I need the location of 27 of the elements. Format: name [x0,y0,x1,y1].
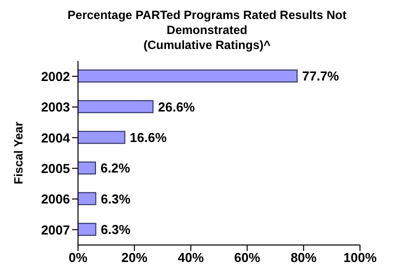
data-label: 6.3% [100,191,131,206]
x-tick-label: 0% [68,250,88,266]
data-label: 26.6% [158,99,196,114]
x-tick-label: 60% [234,250,261,266]
bar [78,100,154,114]
y-tick-label: 2005 [41,160,70,176]
data-label: 6.2% [100,160,131,176]
x-tick-label: 80% [290,250,318,266]
y-tick-label: 2006 [41,192,70,207]
y-axis-title: Fiscal Year [11,121,26,184]
x-tick-label: 100% [343,250,378,266]
bar [78,192,96,206]
x-tick-label: 20% [121,250,148,266]
chart-title: Percentage PARTed Programs Rated Results Not Demonstrated [66,8,348,38]
y-tick-label: 2002 [41,68,70,84]
y-tick-label: 2007 [41,222,70,238]
bar [78,70,298,82]
y-tick-label: 2003 [41,100,70,115]
bar [78,162,96,174]
data-label: 6.3% [100,222,131,237]
x-tick-label: 40% [178,250,204,266]
bar [78,130,126,144]
y-tick-label: 2004 [41,130,71,146]
data-label: 77.7% [302,68,340,84]
chart-subtitle: (Cumulative Ratings)^ [142,38,272,53]
bar [78,222,96,236]
data-label: 16.6% [130,130,168,145]
